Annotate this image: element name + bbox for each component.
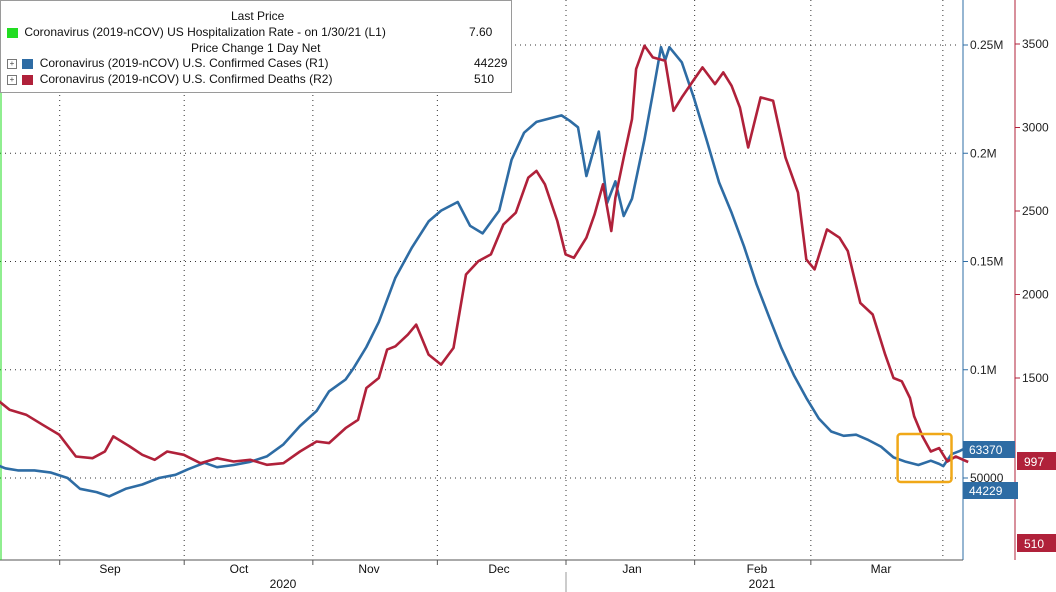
r1-tick-label: 0.25M	[970, 38, 1003, 52]
month-label-sep: Sep	[99, 562, 121, 576]
legend-series-value: 7.60	[469, 25, 493, 39]
r2-tick-label: 3500	[1022, 37, 1049, 51]
deaths-current-badge: 997	[1017, 452, 1056, 470]
cases-last-label: 44229	[969, 484, 1003, 498]
month-label-nov: Nov	[358, 562, 379, 576]
series-lines	[0, 44, 969, 498]
legend-subheader: Price Change 1 Day Net	[191, 41, 321, 55]
deaths-current-label: 997	[1024, 455, 1044, 469]
deaths-last-label: 510	[1024, 537, 1044, 551]
cases-last-badge: 44229	[963, 482, 1018, 499]
legend-series-value: 510	[474, 72, 495, 86]
r1-tick-label: 0.2M	[970, 146, 997, 160]
value-badges: 63370 44229 997 510	[963, 441, 1056, 552]
legend-series-name: Coronavirus (2019-nCOV) U.S. Confirmed D…	[39, 72, 333, 87]
r2-tick-label: 2500	[1022, 204, 1049, 218]
r2-tick-label: 2000	[1022, 288, 1049, 302]
year-label-2021: 2021	[749, 577, 776, 591]
cases-current-label: 63370	[969, 443, 1003, 457]
year-label-2020: 2020	[270, 577, 297, 591]
r1-tick-label: 0.1M	[970, 363, 997, 377]
deaths-series-line	[0, 44, 969, 467]
legend-swatch-blue	[22, 58, 34, 69]
expand-icon[interactable]: +	[7, 74, 17, 85]
r1-tick-label: 0.15M	[970, 255, 1003, 269]
legend-swatch-green	[7, 27, 18, 38]
axis-ticks: 50000 0.1M 0.15M 0.2M 0.25M 1500 2000 2500 3000 3…	[59, 37, 1049, 565]
legend-row-deaths[interactable]: + Coronavirus (2019-nCOV) U.S. Confirmed…	[7, 72, 494, 87]
month-label-oct: Oct	[230, 562, 249, 576]
cases-current-badge: 63370	[963, 441, 1015, 458]
legend: Last Price Coronavirus (2019-nCOV) US Ho…	[0, 0, 512, 93]
month-label-mar: Mar	[871, 562, 892, 576]
expand-icon[interactable]: +	[7, 58, 17, 69]
x-axis-labels: Sep Oct Nov Dec Jan Feb Mar 2020 2021	[99, 562, 891, 591]
legend-series-name: Coronavirus (2019-nCOV) US Hospitalizati…	[24, 25, 386, 40]
r1-tick-label: 50000	[970, 471, 1004, 485]
r2-tick-label: 3000	[1022, 121, 1049, 135]
legend-swatch-red	[22, 74, 34, 85]
legend-row-cases[interactable]: + Coronavirus (2019-nCOV) U.S. Confirmed…	[7, 56, 507, 71]
legend-header: Last Price	[231, 9, 285, 23]
r2-tick-label: 1500	[1022, 371, 1049, 385]
month-label-dec: Dec	[488, 562, 509, 576]
deaths-last-badge: 510	[1017, 534, 1056, 552]
legend-row-hospitalization[interactable]: Coronavirus (2019-nCOV) US Hospitalizati…	[7, 25, 492, 40]
legend-series-value: 44229	[474, 56, 508, 70]
highlight-box	[896, 432, 953, 484]
cases-series-line	[0, 45, 969, 498]
legend-series-name: Coronavirus (2019-nCOV) U.S. Confirmed C…	[39, 56, 329, 71]
month-label-feb: Feb	[747, 562, 768, 576]
month-label-jan: Jan	[622, 562, 641, 576]
